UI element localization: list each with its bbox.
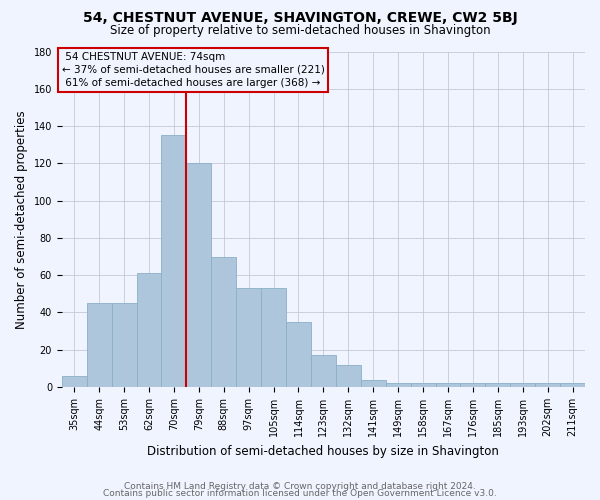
Bar [62, 376, 86, 387]
Bar [112, 303, 137, 387]
Bar [510, 384, 535, 387]
Bar [410, 384, 436, 387]
Bar [187, 164, 211, 387]
Bar [460, 384, 485, 387]
Y-axis label: Number of semi-detached properties: Number of semi-detached properties [15, 110, 28, 328]
Bar [311, 356, 336, 387]
X-axis label: Distribution of semi-detached houses by size in Shavington: Distribution of semi-detached houses by … [148, 444, 499, 458]
Bar [286, 322, 311, 387]
Bar [485, 384, 510, 387]
Bar [211, 256, 236, 387]
Bar [386, 384, 410, 387]
Bar [236, 288, 261, 387]
Bar [560, 384, 585, 387]
Bar [336, 364, 361, 387]
Bar [436, 384, 460, 387]
Text: Contains HM Land Registry data © Crown copyright and database right 2024.: Contains HM Land Registry data © Crown c… [124, 482, 476, 491]
Bar [86, 303, 112, 387]
Text: 54 CHESTNUT AVENUE: 74sqm
← 37% of semi-detached houses are smaller (221)
 61% o: 54 CHESTNUT AVENUE: 74sqm ← 37% of semi-… [62, 52, 325, 88]
Bar [137, 274, 161, 387]
Bar [261, 288, 286, 387]
Text: Contains public sector information licensed under the Open Government Licence v3: Contains public sector information licen… [103, 490, 497, 498]
Text: 54, CHESTNUT AVENUE, SHAVINGTON, CREWE, CW2 5BJ: 54, CHESTNUT AVENUE, SHAVINGTON, CREWE, … [83, 11, 517, 25]
Bar [361, 380, 386, 387]
Bar [161, 136, 187, 387]
Text: Size of property relative to semi-detached houses in Shavington: Size of property relative to semi-detach… [110, 24, 490, 37]
Bar [535, 384, 560, 387]
